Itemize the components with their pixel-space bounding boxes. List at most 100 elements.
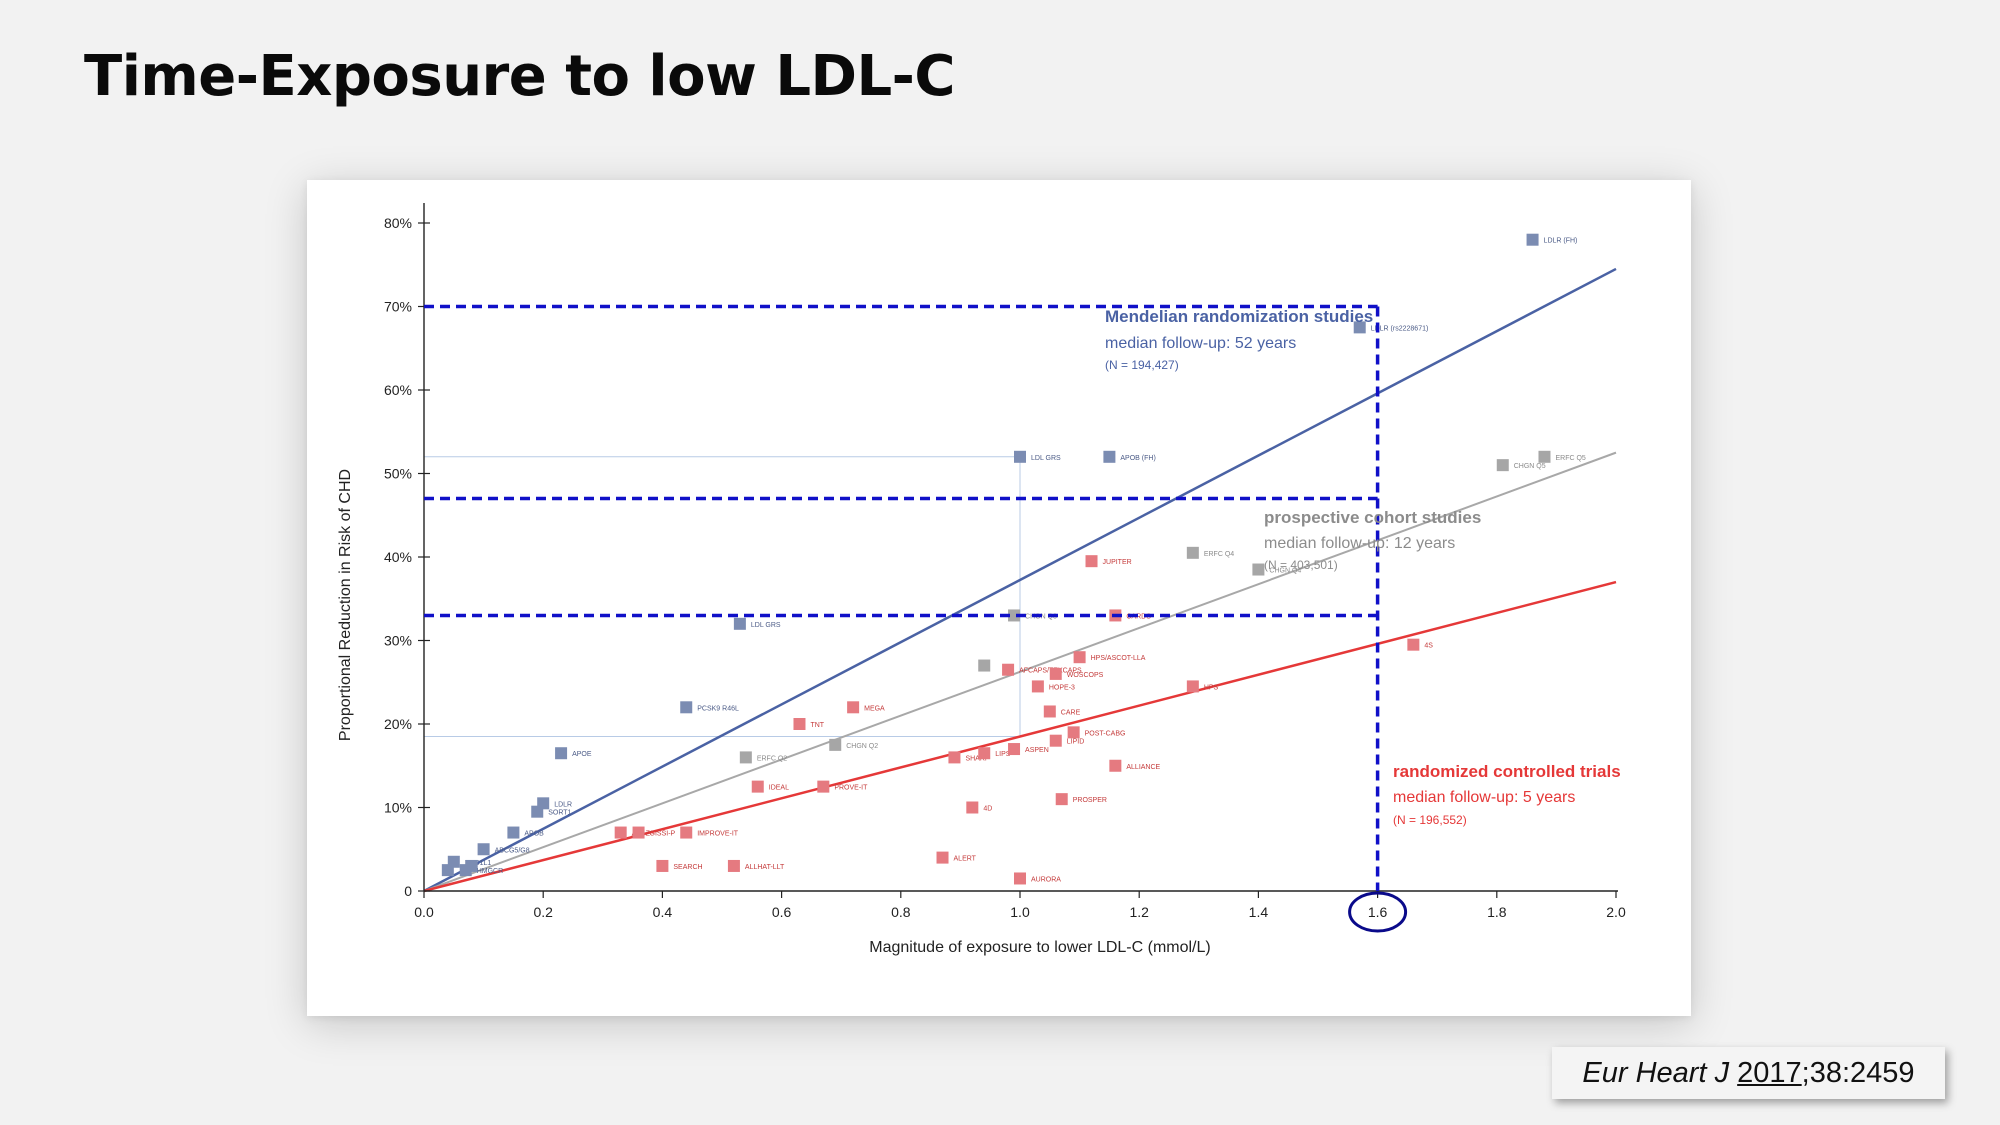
rct-point (817, 780, 830, 793)
mendelian-point-label: LDLR (rs2228671) (1371, 325, 1429, 332)
rct-point-label: IDEAL (769, 785, 789, 792)
rct-title: randomized controlled trials (1393, 762, 1621, 781)
rct-point (632, 826, 645, 839)
mendelian-point-label: SORT1 (548, 810, 571, 817)
y-axis-label: Proportional Reduction in Risk of CHD (337, 469, 354, 741)
rct-point-label: HPS (1204, 684, 1219, 691)
mendelian-point (465, 859, 478, 872)
mendelian-point (1353, 321, 1366, 334)
rct-point (948, 751, 961, 764)
mendelian-point (447, 855, 460, 868)
rct-point-label: HOPE-3 (1049, 684, 1075, 691)
mendelian-point (680, 701, 693, 714)
cohort-followup: median follow-up: 12 years (1264, 535, 1455, 552)
rct-point (614, 826, 627, 839)
rct-point (936, 851, 949, 864)
rct-point (966, 801, 979, 814)
y-tick-label: 10% (384, 800, 412, 816)
rct-n: (N = 196,552) (1393, 813, 1467, 827)
x-tick-label: 0.0 (414, 904, 434, 920)
cohort-regression-line (423, 451, 1617, 892)
dashed-guides-group (424, 304, 1408, 933)
mendelian-followup: median follow-up: 52 years (1105, 335, 1296, 352)
rct-point (727, 859, 740, 872)
rct-point-label: CARDS (1126, 613, 1151, 620)
rct-point-label: JUPITER (1103, 559, 1132, 566)
rct-point (751, 780, 764, 793)
mendelian-point-label: ABCG5/G8 (495, 847, 530, 854)
rct-point-label: PROSPER (1073, 797, 1107, 804)
rct-point (1085, 555, 1098, 568)
cohort-point-label: CHGN Q2 (846, 743, 878, 750)
x-tick-label: 0.6 (772, 904, 792, 920)
rct-point (1043, 705, 1056, 718)
citation-space (1729, 1057, 1737, 1090)
rct-point (1067, 726, 1080, 739)
mendelian-point-label: APOE (572, 751, 592, 758)
rct-point (1014, 872, 1026, 885)
mendelian-point (733, 617, 746, 630)
rct-point (1055, 793, 1068, 806)
regression-lines-group (423, 267, 1617, 893)
rct-point-label: ASPEN (1025, 747, 1049, 754)
mendelian-point (537, 797, 550, 810)
rct-followup: median follow-up: 5 years (1393, 789, 1575, 806)
x-axis-label: Magnitude of exposure to lower LDL-C (mm… (869, 939, 1210, 956)
rct-point (1002, 663, 1015, 676)
rct-point (847, 701, 860, 714)
rct-point (978, 747, 991, 760)
citation-volume-pages: ;38:2459 (1801, 1056, 1915, 1089)
x-tick-label: 1.0 (1010, 904, 1030, 920)
cohort-point-label: ERFC Q4 (1204, 551, 1234, 558)
rct-point-label: PROVE-IT (834, 785, 868, 792)
rct-point-label: IMPROVE-IT (697, 831, 739, 838)
cohort-point-label: CHGN Q4 (1269, 568, 1301, 575)
rct-point (1008, 743, 1021, 756)
citation-year-link[interactable]: 2017 (1737, 1056, 1802, 1089)
rct-point-label: CARE (1061, 709, 1081, 716)
citation-box: Eur Heart J 2017 ;38:2459 (1552, 1047, 1945, 1099)
rct-point-label: AURORA (1031, 876, 1061, 883)
cohort-point (1008, 609, 1021, 622)
x-tick-label: 1.2 (1129, 904, 1149, 920)
cohort-point (978, 659, 991, 672)
mendelian-title: Mendelian randomization studies (1105, 307, 1373, 326)
y-tick-label: 0 (404, 883, 412, 899)
y-tick-label: 20% (384, 716, 412, 732)
x-tick-label: 0.4 (653, 904, 673, 920)
figure-card: 0.0 0.2 0.4 0.6 0.8 1.0 1.2 1.4 1.6 1.8 2.0 0 10% 20%… (307, 180, 1691, 1016)
rct-point-label: WOSCOPS (1067, 672, 1104, 679)
cohort-point (739, 751, 752, 764)
cohort-point (1186, 546, 1199, 559)
mendelian-point-label: HMGCR (477, 868, 503, 875)
rct-point-label: HPS/ASCOT-LLA (1091, 655, 1146, 662)
mendelian-point-label: LDL GRS (751, 622, 781, 629)
rct-point-label: LIPS (995, 751, 1011, 758)
x-tick-label: 2.0 (1606, 904, 1626, 920)
ldl-exposure-chart: 0.0 0.2 0.4 0.6 0.8 1.0 1.2 1.4 1.6 1.8 2.0 0 10% 20%… (337, 203, 1626, 956)
rct-point-label: MEGA (864, 705, 885, 712)
rct-point-label: ALLIANCE (1126, 764, 1160, 771)
x-tick-label: 1.6 (1368, 904, 1388, 920)
mendelian-point (1526, 233, 1539, 246)
rct-point (1049, 667, 1062, 680)
rct-point (656, 859, 669, 872)
y-tick-label: 50% (384, 466, 412, 482)
citation-journal: Eur Heart J (1582, 1056, 1730, 1089)
rct-point-label: LIPID (1067, 739, 1085, 746)
axes-group: 0.0 0.2 0.4 0.6 0.8 1.0 1.2 1.4 1.6 1.8 2.0 0 10% 20%… (384, 203, 1626, 920)
cohort-point-label: ERFC Q2 (757, 755, 787, 762)
cohort-point (1538, 450, 1551, 463)
y-tick-label: 80% (384, 215, 412, 231)
x-tick-label: 0.8 (891, 904, 911, 920)
x-tick-label: 1.4 (1249, 904, 1269, 920)
mendelian-point-label: NPC1L1 (465, 860, 492, 867)
cohort-point (1252, 563, 1265, 576)
mendelian-point (507, 826, 520, 839)
rct-point (680, 826, 693, 839)
rct-point-label: 4D (983, 806, 992, 813)
cohort-point (1496, 459, 1509, 472)
mendelian-point-label: PCSK9 R46L (697, 705, 739, 712)
annotations-group: Mendelian randomization studies median f… (337, 307, 1621, 956)
